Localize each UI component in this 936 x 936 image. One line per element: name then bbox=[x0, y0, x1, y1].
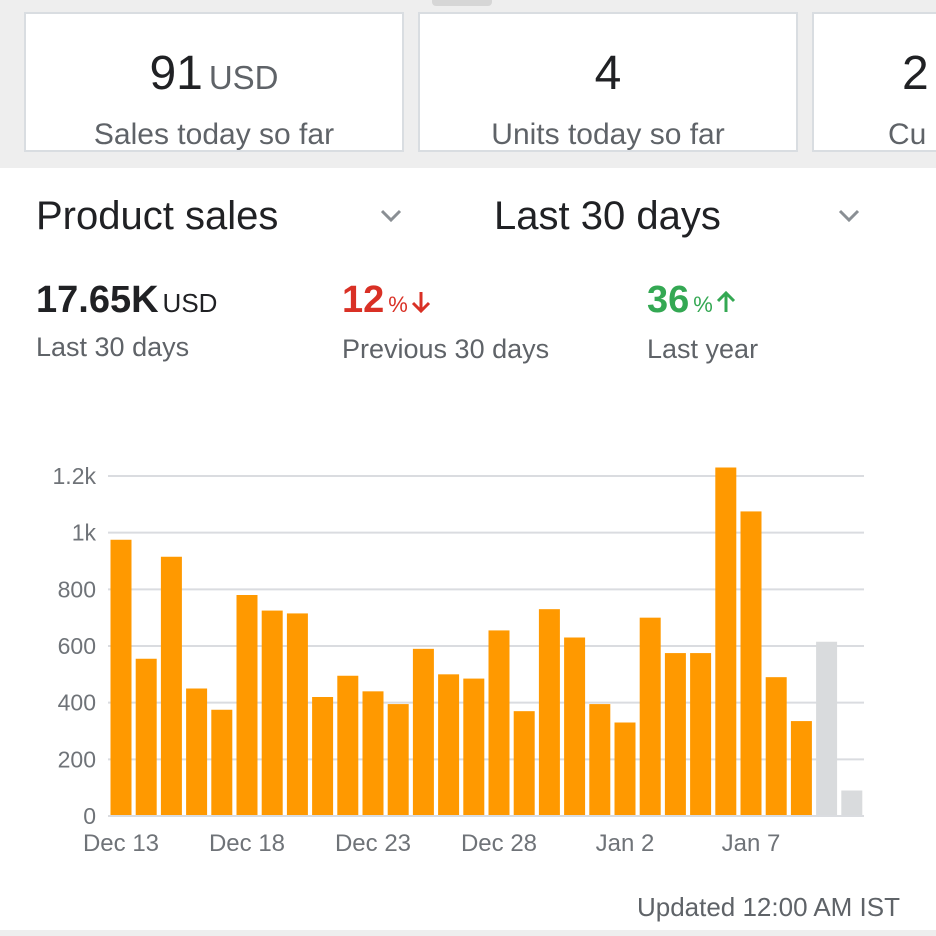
chart-bar[interactable] bbox=[438, 674, 460, 816]
chart-bar[interactable] bbox=[664, 653, 686, 816]
y-tick-label: 1.2k bbox=[53, 463, 97, 489]
last-year-value-row: 36% bbox=[647, 278, 758, 327]
y-tick-label: 800 bbox=[58, 576, 96, 602]
chart-bar[interactable] bbox=[286, 613, 308, 816]
chart-bar[interactable] bbox=[312, 697, 334, 816]
units-today-value: 4 bbox=[594, 47, 622, 100]
chart-bar[interactable] bbox=[715, 467, 737, 817]
chart-bar[interactable] bbox=[160, 556, 182, 816]
chart-bar[interactable] bbox=[589, 704, 611, 816]
date-range-dropdown[interactable]: Last 30 days bbox=[494, 192, 874, 240]
customers-card[interactable]: 2 Cu bbox=[812, 12, 936, 152]
updated-timestamp: Updated 12:00 AM IST bbox=[636, 892, 900, 922]
total-sales-value-row: 17.65K USD bbox=[36, 278, 217, 325]
chart-bar[interactable] bbox=[337, 675, 359, 816]
units-today-label: Units today so far bbox=[491, 118, 725, 151]
chart-bar[interactable] bbox=[740, 511, 762, 816]
metric-dropdown[interactable]: Product sales bbox=[36, 192, 416, 240]
x-tick-label: Dec 13 bbox=[83, 830, 159, 857]
units-today-card[interactable]: 4 Units today so far bbox=[418, 12, 798, 152]
x-tick-label: Jan 2 bbox=[596, 830, 655, 857]
arrow-up-icon bbox=[716, 290, 735, 312]
customers-value: 2 bbox=[902, 47, 929, 100]
arrow-down-icon bbox=[411, 291, 430, 314]
date-range-dropdown-value: Last 30 days bbox=[494, 194, 721, 238]
chart-bar[interactable] bbox=[614, 722, 636, 817]
previous-period-value: 12 bbox=[342, 279, 385, 321]
chart-bar[interactable] bbox=[488, 630, 510, 816]
sales-today-card[interactable]: 91 USD Sales today so far bbox=[24, 12, 404, 152]
sales-bar-chart: 0 200 400 600 800 1k 1.2k Dec 13 Dec 18 Dec 23 Dec… bbox=[53, 463, 864, 857]
metric-dropdown-value: Product sales bbox=[36, 194, 279, 238]
chart-bar[interactable] bbox=[387, 704, 409, 816]
last-year-label: Last year bbox=[647, 334, 759, 364]
total-sales-value: 17.65K bbox=[36, 279, 159, 321]
previous-period-metric: 12% Previous 30 days bbox=[342, 278, 549, 365]
chart-bar[interactable] bbox=[211, 709, 233, 816]
customers-label: Cu bbox=[888, 118, 927, 151]
y-tick-label: 0 bbox=[83, 803, 96, 829]
chart-bar[interactable] bbox=[841, 790, 863, 817]
last-year-value: 36 bbox=[647, 279, 690, 321]
previous-period-value-row: 12% bbox=[342, 278, 549, 327]
chart-bar[interactable] bbox=[261, 610, 283, 816]
chart-bar[interactable] bbox=[513, 711, 535, 816]
chart-bar[interactable] bbox=[690, 653, 712, 816]
x-tick-label: Dec 28 bbox=[461, 830, 537, 857]
chart-bar[interactable] bbox=[790, 721, 812, 816]
chevron-down-icon bbox=[380, 209, 402, 223]
y-tick-label: 600 bbox=[58, 633, 96, 659]
chart-bar[interactable] bbox=[463, 678, 485, 816]
total-sales-label: Last 30 days bbox=[36, 332, 190, 362]
y-tick-label: 200 bbox=[58, 746, 96, 772]
chart-bar[interactable] bbox=[816, 641, 838, 816]
drag-handle[interactable] bbox=[432, 0, 492, 6]
total-sales-unit: USD bbox=[162, 288, 218, 318]
chart-bar[interactable] bbox=[186, 688, 208, 817]
y-tick-label: 400 bbox=[58, 690, 96, 716]
sales-today-value-row: 91 USD bbox=[26, 46, 402, 106]
chevron-down-icon bbox=[838, 209, 860, 223]
chart-bar[interactable] bbox=[236, 595, 258, 816]
chart-bar[interactable] bbox=[639, 617, 661, 816]
x-tick-label: Dec 23 bbox=[335, 830, 411, 857]
sales-today-label: Sales today so far bbox=[93, 118, 335, 151]
last-year-percent: % bbox=[693, 292, 713, 317]
x-tick-label: Jan 7 bbox=[722, 830, 781, 857]
previous-period-label: Previous 30 days bbox=[342, 334, 550, 364]
chart-bar[interactable] bbox=[362, 691, 384, 816]
chart-bar[interactable] bbox=[538, 609, 560, 816]
chart-bar[interactable] bbox=[110, 539, 132, 816]
total-sales-metric: 17.65K USD Last 30 days bbox=[36, 278, 217, 363]
sales-today-value: 91 bbox=[149, 47, 203, 100]
y-tick-label: 1k bbox=[72, 520, 97, 546]
x-tick-label: Dec 18 bbox=[209, 830, 285, 857]
summary-strip: 91 USD Sales today so far 4 Units today s… bbox=[0, 0, 936, 168]
chart-bar[interactable] bbox=[564, 637, 586, 817]
sales-today-unit: USD bbox=[208, 59, 279, 96]
chart-bar[interactable] bbox=[135, 658, 157, 816]
last-year-metric: 36% Last year bbox=[647, 278, 758, 365]
chart-bar[interactable] bbox=[765, 677, 787, 816]
chart-bar[interactable] bbox=[412, 648, 434, 816]
previous-period-percent: % bbox=[388, 292, 408, 317]
bottom-divider bbox=[0, 930, 936, 936]
